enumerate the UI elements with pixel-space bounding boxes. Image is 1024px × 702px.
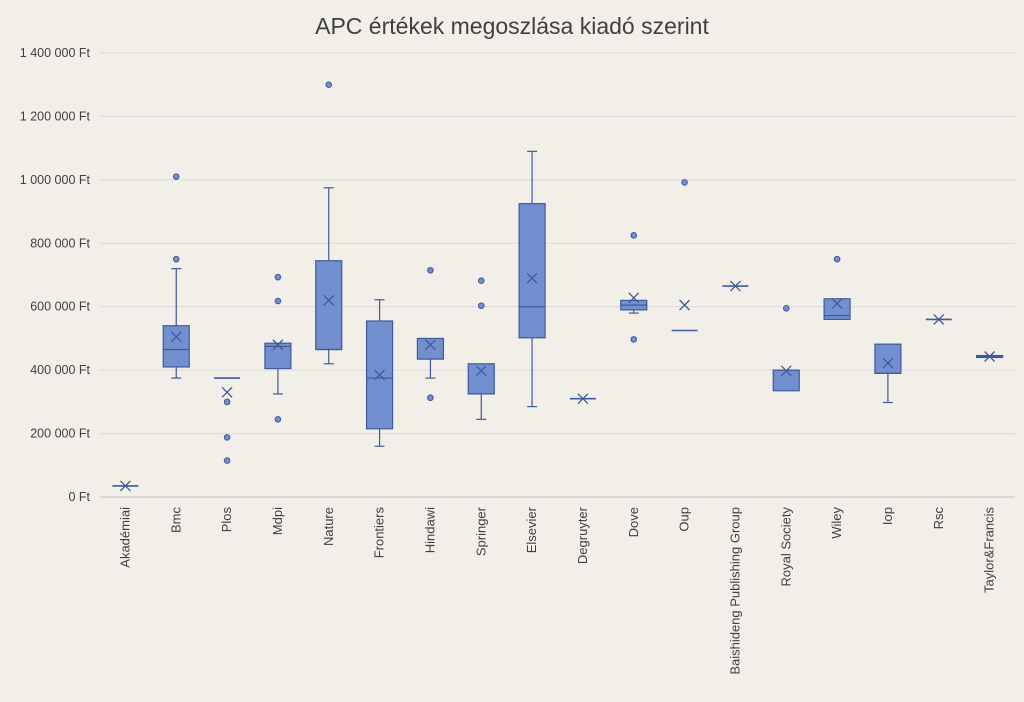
y-tick-label: 200 000 Ft [30, 427, 90, 441]
outlier-point [833, 255, 841, 263]
outlier-point [477, 277, 485, 285]
outlier-point [223, 457, 231, 464]
box-taylor-francis [975, 351, 1004, 362]
x-tick-label: Royal Society [778, 507, 793, 587]
mean-marker [323, 294, 335, 306]
y-tick-label: 600 000 Ft [30, 300, 90, 314]
box-akad-miai [112, 480, 139, 492]
outlier-point [630, 336, 638, 343]
outlier-point [477, 302, 485, 310]
outlier-point [274, 416, 282, 423]
box-frontiers [365, 299, 394, 447]
box-dove [620, 232, 648, 343]
x-tick-label: Elsevier [524, 506, 539, 553]
box-wiley [823, 255, 851, 320]
x-tick-label: Frontiers [372, 507, 387, 559]
mean-marker [272, 339, 284, 351]
box-body [874, 343, 902, 374]
box-plos [214, 377, 241, 464]
mean-marker [628, 292, 640, 304]
x-tick-label: Nature [321, 507, 336, 546]
y-tick-label: 1 400 000 Ft [20, 46, 91, 60]
outlier-point [630, 232, 638, 239]
box-body [467, 363, 495, 395]
outlier-point [274, 273, 282, 281]
mean-marker [424, 339, 436, 351]
box-body [162, 325, 190, 368]
outlier-point [325, 81, 333, 89]
x-tick-label: Plos [219, 507, 234, 533]
x-axis-tick-labels: Akadémiai Bmc Plos Mdpi Nature Frontiers Hinda… [117, 506, 996, 674]
y-tick-label: 800 000 Ft [30, 236, 90, 250]
mean-marker [526, 272, 538, 284]
mean-marker [933, 313, 945, 325]
mean-marker [119, 480, 131, 492]
x-tick-label: Wiley [829, 507, 844, 539]
box-mdpi [264, 273, 292, 423]
x-tick-label: Mdpi [270, 507, 285, 535]
box-baishideng-publishing-group [722, 280, 749, 292]
x-tick-label: Bmc [168, 507, 183, 534]
box-hindawi [416, 266, 445, 402]
box-elsevier [518, 150, 546, 408]
x-tick-label: Dove [626, 507, 641, 537]
box-series [112, 81, 1004, 492]
mean-marker [882, 357, 894, 369]
outlier-point [172, 173, 180, 180]
y-tick-label: 400 000 Ft [30, 363, 90, 377]
mean-marker [475, 365, 487, 377]
mean-marker [577, 393, 589, 405]
y-axis-tick-labels: 0 Ft 200 000 Ft 400 000 Ft 600 000 Ft 800 00… [20, 46, 91, 504]
box-rsc [925, 313, 952, 325]
outlier-point [274, 297, 282, 305]
box-body [772, 369, 800, 392]
x-tick-label: Oup [677, 507, 692, 532]
box-degruyter [569, 393, 596, 405]
outlier-point [223, 434, 231, 441]
box-iop [874, 343, 902, 404]
y-tick-label: 0 Ft [68, 490, 90, 504]
x-tick-label: Baishideng Publishing Group [727, 507, 742, 675]
gridlines [100, 52, 1015, 498]
x-tick-label: Taylor&Francis [982, 507, 997, 593]
outlier-point [782, 305, 790, 312]
box-royal-society [772, 305, 800, 392]
box-oup [671, 179, 698, 332]
box-nature [315, 81, 343, 365]
x-tick-label: Hindawi [422, 507, 437, 553]
x-tick-label: Rsc [931, 507, 946, 530]
mean-marker [170, 331, 182, 343]
x-tick-label: Akadémiai [117, 507, 132, 568]
mean-marker [831, 298, 843, 310]
box-body [264, 342, 292, 370]
mean-marker [679, 299, 691, 311]
box-body [315, 260, 343, 351]
box-body [518, 203, 546, 339]
mean-marker [221, 386, 233, 398]
mean-marker [984, 351, 996, 362]
x-tick-label: Degruyter [575, 506, 590, 564]
mean-marker [374, 369, 386, 381]
outlier-point [223, 398, 231, 406]
box-body [823, 298, 851, 320]
mean-marker [780, 365, 792, 377]
y-tick-label: 1 000 000 Ft [20, 173, 91, 187]
x-tick-label: Springer [473, 506, 488, 556]
box-body [416, 337, 445, 360]
outlier-point [172, 255, 180, 263]
outlier-point [681, 179, 688, 186]
box-bmc [162, 173, 190, 379]
x-tick-label: Iop [880, 507, 895, 525]
box-springer [467, 277, 495, 420]
outlier-point [427, 266, 434, 274]
y-tick-label: 1 200 000 Ft [20, 109, 91, 123]
outlier-point [427, 394, 434, 402]
mean-marker [729, 280, 741, 292]
chart-title: APC értékek megoszlása kiadó szerint [315, 13, 709, 39]
